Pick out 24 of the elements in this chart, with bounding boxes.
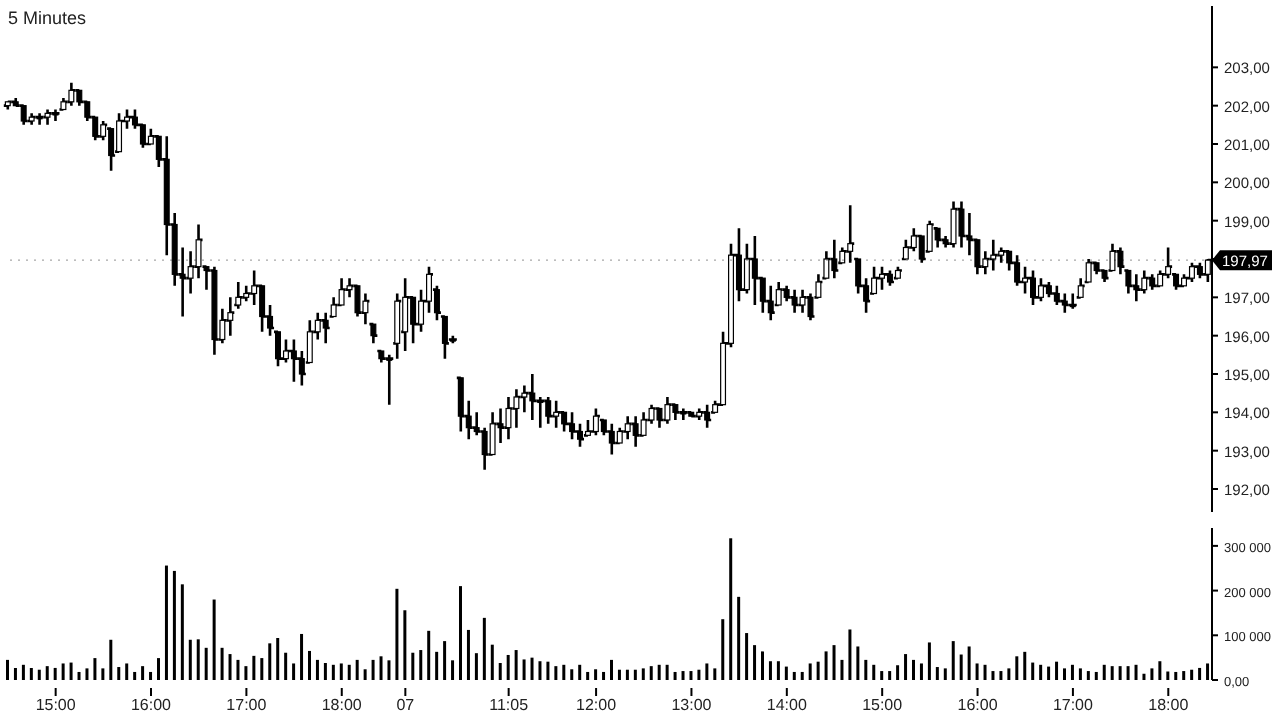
candlestick	[791, 288, 798, 314]
x-tick-label: 16:00	[957, 696, 999, 714]
candlestick	[1173, 273, 1180, 291]
chart-title: 5 Minutes	[8, 8, 87, 28]
x-tick-label: 11:05	[489, 696, 530, 714]
x-tick-label: 13:00	[671, 696, 713, 714]
candlestick	[950, 200, 957, 249]
x-tick-label: 17:00	[1052, 696, 1095, 714]
candlestick	[1109, 242, 1116, 272]
candlestick	[958, 200, 965, 249]
x-tick-label: 17:00	[226, 696, 268, 714]
candlestick	[354, 284, 361, 318]
x-tick-label: 15:00	[862, 696, 904, 714]
x-tick-label: 07	[396, 696, 416, 714]
candlestick	[664, 395, 671, 426]
candlestick	[505, 395, 512, 441]
x-tick-label: 14:00	[766, 696, 808, 714]
x-tick-label: 12:00	[576, 696, 618, 714]
x-tick-label: 18:00	[321, 696, 363, 714]
candlestick	[44, 108, 51, 127]
candlestick	[799, 288, 806, 314]
x-tick-label: 15:00	[35, 696, 77, 714]
x-tick-label: 18:00	[1148, 696, 1190, 714]
x-tick-label: 16:00	[131, 696, 173, 714]
